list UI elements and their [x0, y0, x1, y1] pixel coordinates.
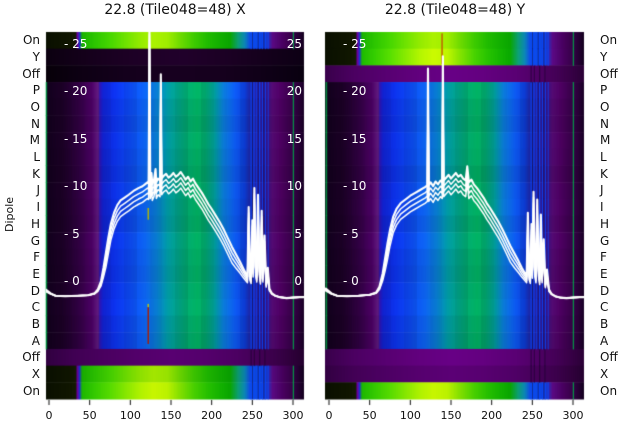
dipole-label-right: G	[600, 233, 610, 248]
dipole-label-right: B	[600, 316, 609, 331]
panel-title-x: 22.8 (Tile048=48) X	[104, 2, 246, 18]
inner-ytick-label-left: - 5	[64, 226, 80, 241]
x-tick-label: 150	[440, 409, 462, 422]
inner-ytick-label-right: 25	[286, 37, 302, 51]
x-tick-label: 50	[82, 409, 97, 422]
dipole-label-right: Y	[600, 50, 608, 65]
dipole-label-left: On	[22, 383, 40, 398]
inner-ytick-label-right: 15	[286, 131, 302, 146]
x-tick-label: 100	[119, 409, 141, 422]
dipole-label-right: D	[600, 283, 610, 298]
dipole-label-right: H	[600, 216, 610, 231]
dipole-label-right: F	[600, 250, 607, 265]
inner-ytick-label-left: - 15	[64, 131, 88, 146]
dipole-label-right: Off	[600, 350, 618, 365]
dipole-label-left: H	[30, 216, 40, 231]
dipole-label-right: A	[600, 333, 609, 348]
dipole-label-right: L	[600, 150, 607, 165]
dipole-label-right: C	[600, 300, 609, 315]
dipole-label-left: Off	[22, 350, 40, 365]
dipole-label-left: J	[36, 183, 40, 198]
inner-ytick-label-left: - 15	[343, 131, 367, 146]
inner-ytick-label-left: - 20	[64, 84, 88, 99]
dipole-label-right: On	[600, 33, 618, 48]
dipole-label-left: E	[32, 266, 40, 281]
x-tick-label: 200	[481, 409, 503, 422]
x-tick-label: 200	[201, 409, 223, 422]
dipole-label-left: Off	[22, 66, 40, 81]
dipole-label-left: A	[31, 333, 40, 348]
dipole-label-left: K	[32, 166, 40, 181]
dipole-label-right: X	[600, 366, 609, 381]
dipole-label-right: Off	[600, 66, 618, 81]
x-tick-label: 300	[282, 409, 304, 422]
dipole-label-left: G	[30, 233, 40, 248]
inner-ytick-label-left: - 0	[64, 274, 80, 288]
inner-ytick-label-left: - 20	[343, 84, 367, 99]
dipole-label-left: D	[30, 283, 40, 298]
dipole-label-left: B	[31, 316, 40, 331]
dipole-label-left: C	[31, 300, 40, 315]
x-tick-label: 250	[241, 409, 263, 422]
x-tick-label: 250	[521, 409, 543, 422]
dipole-label-left: X	[31, 366, 40, 381]
inner-ytick-label-left: - 10	[64, 179, 88, 194]
x-tick-label: 300	[562, 409, 584, 422]
dipole-label-left: O	[30, 100, 40, 115]
panel-title-y: 22.8 (Tile048=48) Y	[384, 2, 526, 18]
dipole-label-left: M	[29, 133, 40, 148]
dipole-label-right: M	[600, 133, 611, 148]
x-tick-label: 0	[45, 409, 53, 422]
x-tick-label: 150	[160, 409, 182, 422]
inner-ytick-label-left: - 0	[343, 274, 359, 288]
dipole-label-left: On	[22, 33, 40, 48]
dipole-label-right: P	[600, 83, 608, 98]
inner-ytick-label-right: 0	[294, 274, 302, 288]
dipole-label-right: O	[600, 100, 610, 115]
dipole-label-left: N	[31, 116, 40, 131]
inner-ytick-label-left: - 10	[343, 179, 367, 194]
inner-ytick-label-right: 20	[286, 84, 302, 99]
dipole-label-right: K	[600, 166, 608, 181]
x-tick-label: 50	[362, 409, 377, 422]
x-tick-label: 0	[325, 409, 333, 422]
inner-ytick-label-right: 10	[286, 179, 302, 194]
dipole-label-left: F	[33, 250, 40, 265]
inner-ytick-label-left: - 25	[343, 37, 367, 51]
inner-ytick-label-left: - 25	[64, 37, 88, 51]
dipole-label-right: J	[600, 183, 604, 198]
dipole-label-left: Y	[32, 50, 40, 65]
dipole-label-left: P	[32, 83, 40, 98]
inner-ytick-label-left: - 5	[343, 226, 359, 241]
dipole-label-right: On	[600, 383, 618, 398]
dipole-label-left: I	[36, 200, 40, 215]
dipole-label-right: I	[600, 200, 604, 215]
dipole-label-left: L	[33, 150, 40, 165]
dipole-label-right: N	[600, 116, 609, 131]
dipole-label-right: E	[600, 266, 608, 281]
x-tick-label: 100	[399, 409, 421, 422]
inner-ytick-label-right: 5	[294, 226, 302, 241]
